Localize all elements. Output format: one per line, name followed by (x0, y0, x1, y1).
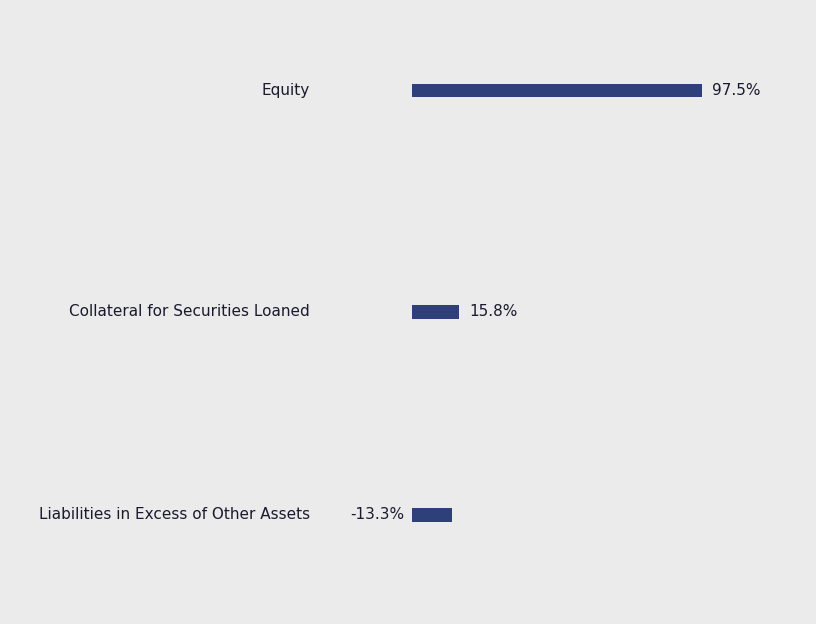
Text: 97.5%: 97.5% (712, 83, 761, 98)
Text: Equity: Equity (262, 83, 310, 98)
FancyBboxPatch shape (412, 305, 459, 319)
Text: -13.3%: -13.3% (350, 507, 404, 522)
FancyBboxPatch shape (412, 508, 452, 522)
FancyBboxPatch shape (412, 84, 703, 97)
Text: 15.8%: 15.8% (469, 305, 517, 319)
Text: Liabilities in Excess of Other Assets: Liabilities in Excess of Other Assets (39, 507, 310, 522)
Text: Collateral for Securities Loaned: Collateral for Securities Loaned (69, 305, 310, 319)
